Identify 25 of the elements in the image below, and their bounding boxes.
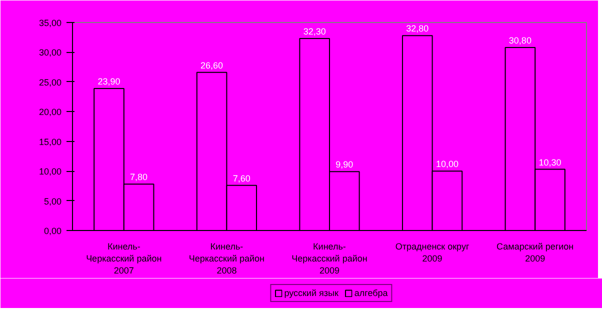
x-tick-label: Кинель- Черкасский район 2008 xyxy=(188,242,265,276)
y-tick-label: 5,00 xyxy=(44,196,62,206)
x-tick-label: Отрадненск округ 2009 xyxy=(395,242,470,264)
data-label: 7,60 xyxy=(232,173,250,184)
data-label: 23,90 xyxy=(98,76,120,86)
x-tick-label: Кинель- Черкасский район 2007 xyxy=(86,242,162,276)
data-label: 10,00 xyxy=(436,159,458,170)
data-label: 26,60 xyxy=(200,60,224,70)
data-label: 7,80 xyxy=(130,172,148,182)
y-tick-label: 35,00 xyxy=(38,18,62,28)
data-label: 32,30 xyxy=(303,26,326,37)
data-label: 30,80 xyxy=(508,35,532,46)
data-label: 10,30 xyxy=(538,157,562,168)
y-tick-label: 10,00 xyxy=(38,166,62,177)
legend-label: русский язык xyxy=(284,288,338,298)
y-tick-label: 30,00 xyxy=(38,48,62,58)
y-tick-label: 0,00 xyxy=(44,226,62,236)
data-label: 32,80 xyxy=(406,24,429,34)
x-tick-label: Кинель- Черкасский район 2009 xyxy=(292,242,368,276)
x-tick-label: Самарский регион 2009 xyxy=(496,242,574,264)
y-tick-label: 25,00 xyxy=(38,77,62,88)
y-tick-label: 20,00 xyxy=(38,107,62,118)
data-label: 9,90 xyxy=(336,160,354,170)
legend-label: алгебра xyxy=(354,288,388,298)
y-tick-label: 15,00 xyxy=(38,136,62,147)
